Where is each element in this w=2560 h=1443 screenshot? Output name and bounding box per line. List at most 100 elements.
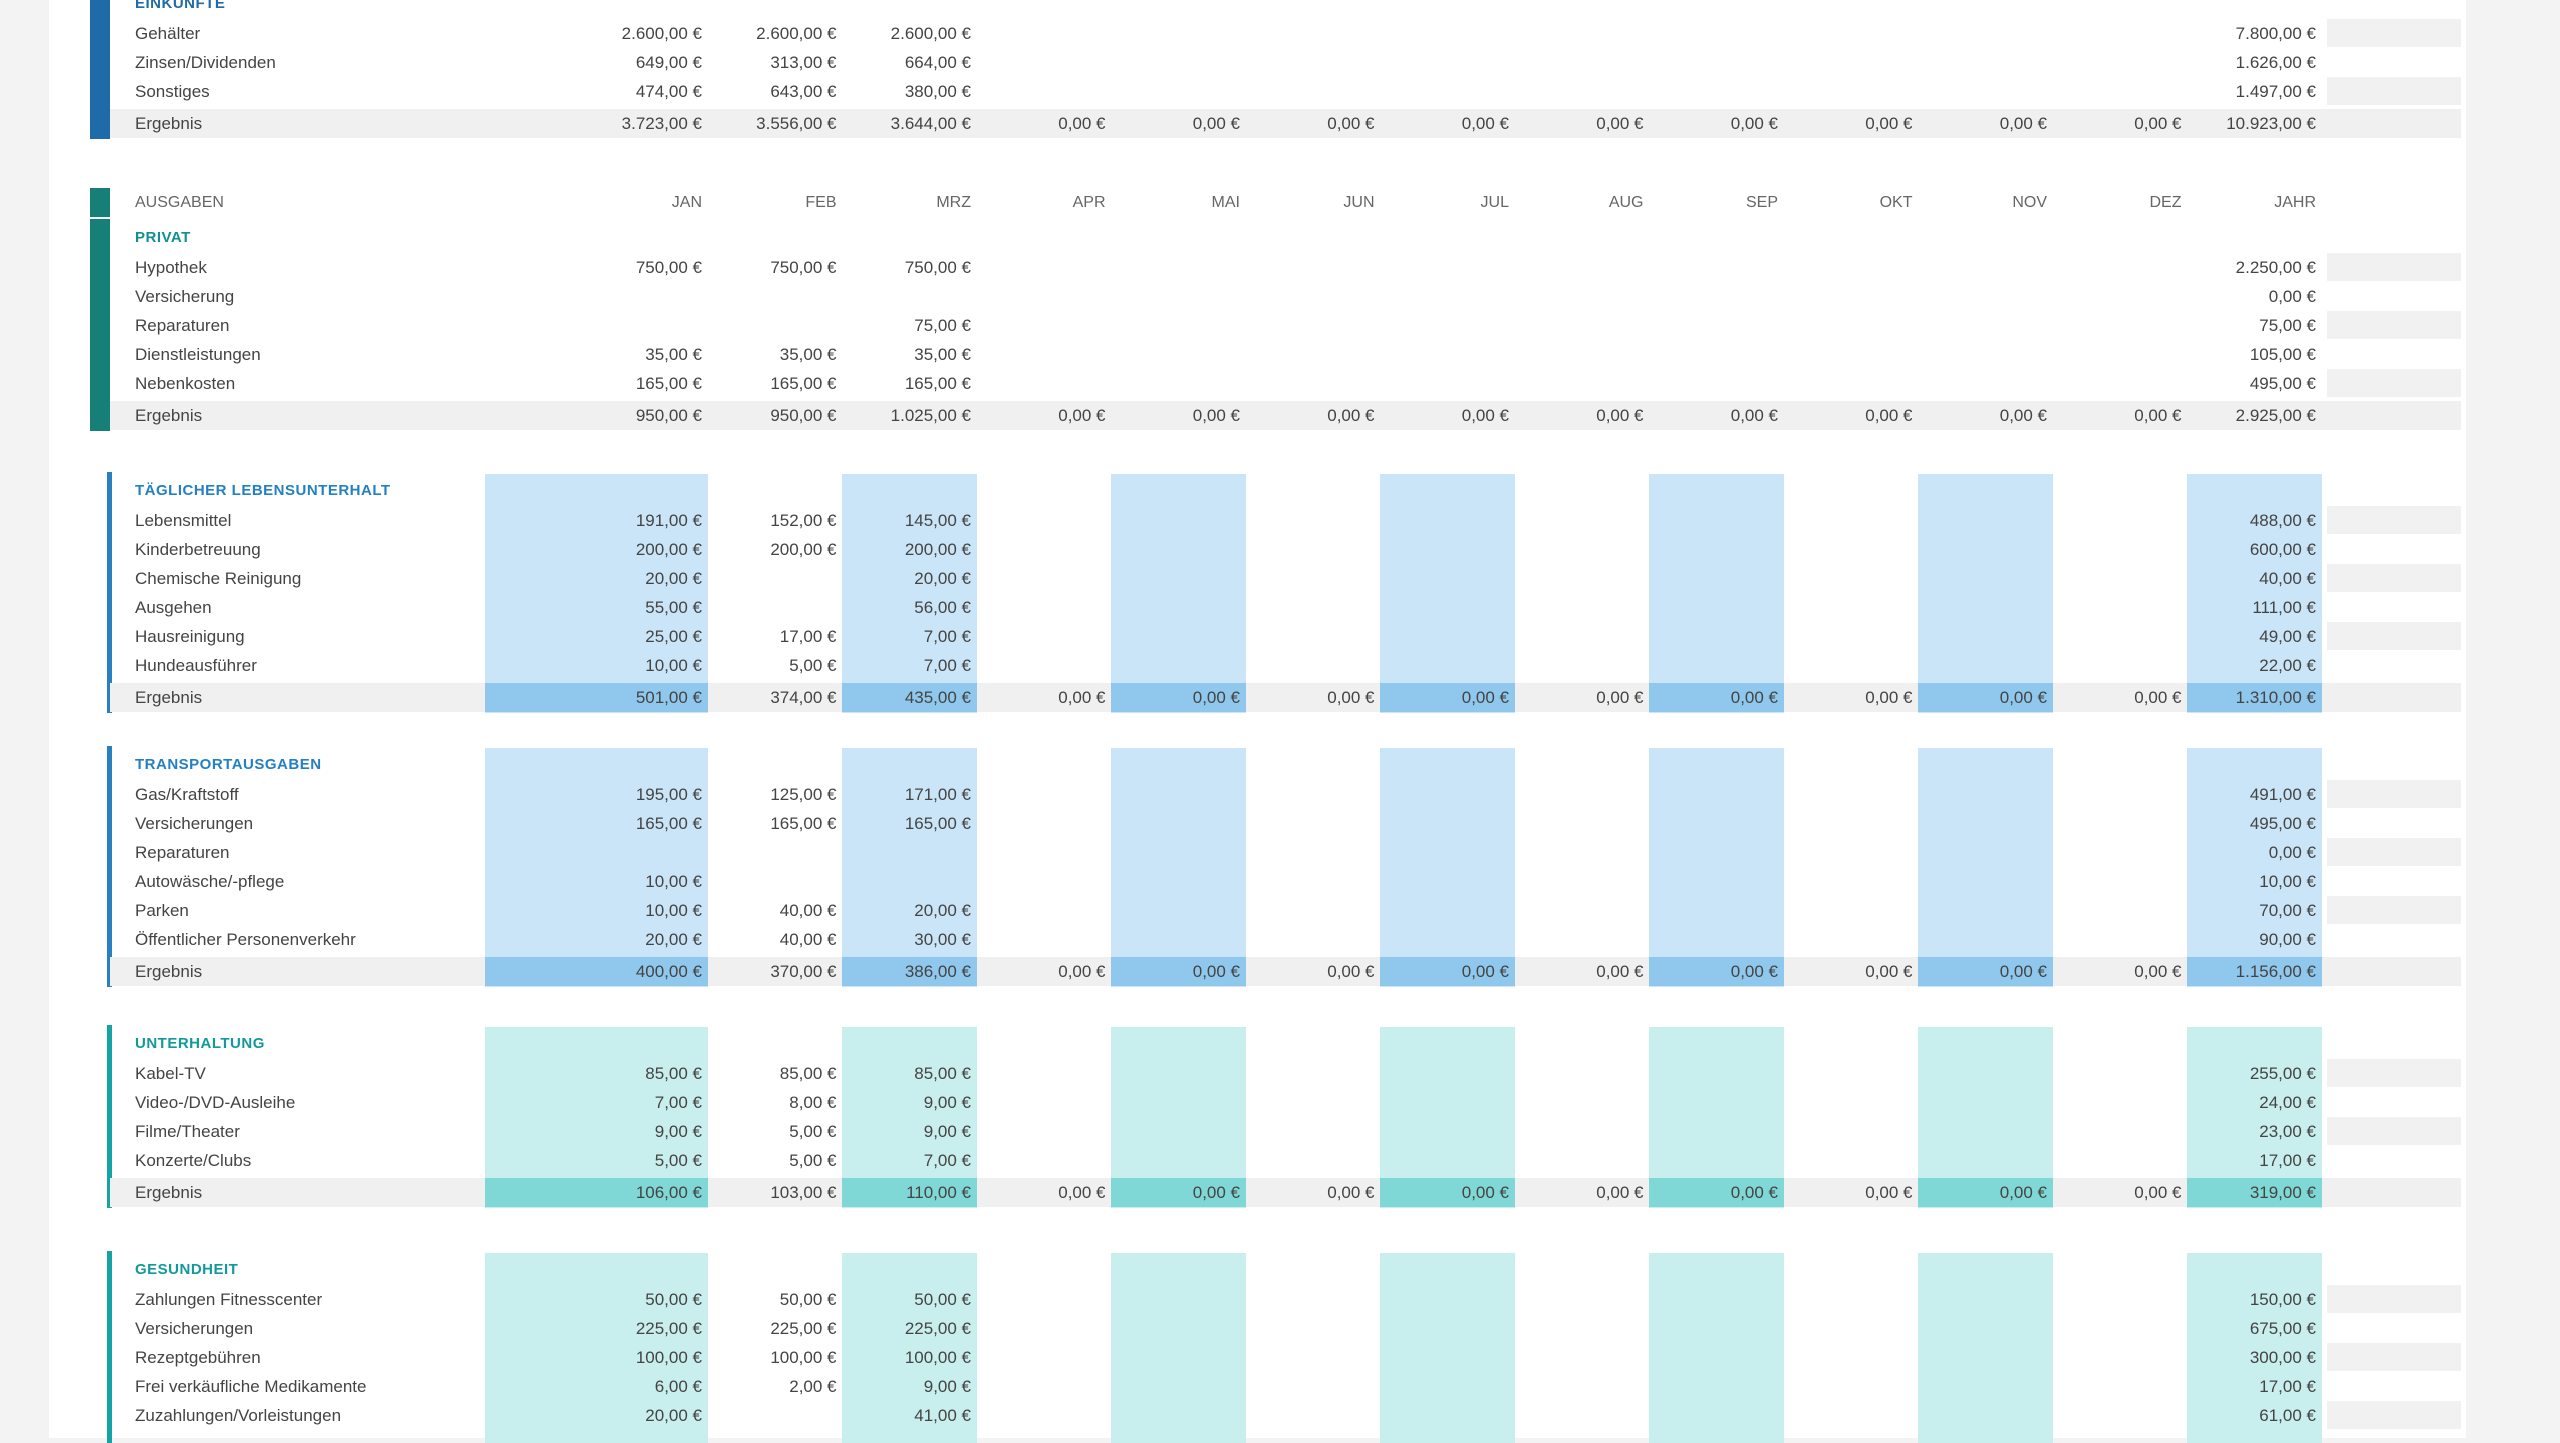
total-value: 0,00 € xyxy=(1327,962,1375,981)
cell-value: 1.626,00 € xyxy=(2235,53,2316,72)
highlight-column xyxy=(842,1253,977,1443)
row-label: Frei verkäufliche Medikamente xyxy=(135,1377,367,1396)
total-value: 0,00 € xyxy=(1999,1183,2047,1202)
cell-value: 20,00 € xyxy=(645,1406,702,1425)
total-highlight xyxy=(1649,683,1784,712)
cell-value: 195,00 € xyxy=(635,785,702,804)
total-label: Ergebnis xyxy=(135,962,203,981)
column-header: APR xyxy=(1072,194,1106,211)
highlight-column xyxy=(2187,1253,2322,1443)
cell-value: 100,00 € xyxy=(635,1348,702,1367)
total-value: 0,00 € xyxy=(1596,1183,1644,1202)
trend-cell xyxy=(2327,1146,2461,1174)
cell-value: 171,00 € xyxy=(904,785,971,804)
column-header: SEP xyxy=(1745,194,1778,211)
cell-value: 2.600,00 € xyxy=(621,24,702,43)
trend-cell xyxy=(2327,1088,2461,1116)
cell-value: 488,00 € xyxy=(2249,511,2316,530)
highlight-column xyxy=(1649,1027,1784,1208)
trend-cell xyxy=(2327,1314,2461,1342)
cell-value: 9,00 € xyxy=(654,1122,702,1141)
total-highlight xyxy=(2187,957,2322,986)
highlight-column xyxy=(1649,748,1784,987)
cell-value: 200,00 € xyxy=(635,540,702,559)
cell-value: 9,00 € xyxy=(923,1093,971,1112)
row-label: Versicherungen xyxy=(135,1319,254,1338)
row-label: Kinderbetreuung xyxy=(135,540,261,559)
cell-value: 85,00 € xyxy=(779,1064,837,1083)
total-value: 0,00 € xyxy=(1865,114,1913,133)
row-label: Hundeausführer xyxy=(135,656,257,675)
cell-value: 7.800,00 € xyxy=(2235,24,2316,43)
highlight-column xyxy=(1380,474,1515,713)
cell-value: 255,00 € xyxy=(2249,1064,2316,1083)
trend-cell xyxy=(2327,651,2461,679)
column-header: OKT xyxy=(1879,194,1913,211)
total-value: 0,00 € xyxy=(1058,406,1106,425)
cell-value: 7,00 € xyxy=(923,1151,971,1170)
trend-cell xyxy=(2327,535,2461,563)
total-label: Ergebnis xyxy=(135,1183,203,1202)
highlight-column xyxy=(1111,1253,1246,1443)
cell-value: 0,00 € xyxy=(2268,287,2316,306)
total-value: 2.925,00 € xyxy=(2235,406,2316,425)
cell-value: 664,00 € xyxy=(904,53,971,72)
cell-value: 5,00 € xyxy=(654,1151,702,1170)
cell-value: 2,00 € xyxy=(789,1377,837,1396)
highlight-column xyxy=(1649,474,1784,713)
row-label: Zahlungen Fitnesscenter xyxy=(135,1290,323,1309)
cell-value: 100,00 € xyxy=(904,1348,971,1367)
cell-value: 90,00 € xyxy=(2259,930,2316,949)
cell-value: 20,00 € xyxy=(914,569,971,588)
cell-value: 750,00 € xyxy=(770,258,837,277)
cell-value: 7,00 € xyxy=(923,627,971,646)
total-value: 110,00 € xyxy=(906,1183,971,1202)
total-value: 0,00 € xyxy=(1192,688,1240,707)
total-value: 950,00 € xyxy=(635,406,702,425)
header-label: AUSGABEN xyxy=(135,194,224,211)
cell-value: 200,00 € xyxy=(904,540,971,559)
trend-cell xyxy=(2327,1401,2461,1429)
total-highlight xyxy=(485,683,708,712)
total-value: 0,00 € xyxy=(1999,688,2047,707)
highlight-column xyxy=(485,1253,708,1443)
cell-value: 50,00 € xyxy=(914,1290,971,1309)
total-highlight xyxy=(1649,957,1784,986)
cell-value: 75,00 € xyxy=(914,316,971,335)
trend-cell xyxy=(2327,340,2461,368)
trend-cell xyxy=(2327,838,2461,866)
trend-cell xyxy=(2327,369,2461,397)
total-highlight xyxy=(842,1178,977,1207)
total-highlight xyxy=(485,1178,708,1207)
highlight-column xyxy=(1649,1253,1784,1443)
highlight-column xyxy=(1111,748,1246,987)
highlight-column xyxy=(1918,1027,2053,1208)
total-value: 0,00 € xyxy=(1999,406,2047,425)
total-value: 0,00 € xyxy=(1461,962,1509,981)
section-bar xyxy=(107,1251,112,1443)
total-label: Ergebnis xyxy=(135,688,203,707)
row-label: Dienstleistungen xyxy=(135,345,261,364)
total-highlight xyxy=(1918,683,2053,712)
cell-value: 85,00 € xyxy=(914,1064,971,1083)
row-label: Autowäsche/-pflege xyxy=(135,872,285,891)
total-value: 0,00 € xyxy=(2134,114,2182,133)
trend-cell xyxy=(2327,622,2461,650)
cell-value: 35,00 € xyxy=(914,345,971,364)
highlight-column xyxy=(485,474,708,713)
highlight-column xyxy=(1380,1253,1515,1443)
cell-value: 313,00 € xyxy=(770,53,837,72)
highlight-column xyxy=(2187,474,2322,713)
row-label: Reparaturen xyxy=(135,316,230,335)
cell-value: 165,00 € xyxy=(635,814,702,833)
trend-cell xyxy=(2327,593,2461,621)
column-header: DEZ xyxy=(2149,194,2182,211)
total-value: 0,00 € xyxy=(1730,1183,1778,1202)
trend-cell xyxy=(2327,896,2461,924)
cell-value: 7,00 € xyxy=(923,656,971,675)
row-label: Zinsen/Dividenden xyxy=(135,53,276,72)
highlight-column xyxy=(1111,1027,1246,1208)
total-value: 0,00 € xyxy=(2134,962,2182,981)
row-label: Reparaturen xyxy=(135,843,230,862)
total-value: 1.156,00 € xyxy=(2235,962,2316,981)
